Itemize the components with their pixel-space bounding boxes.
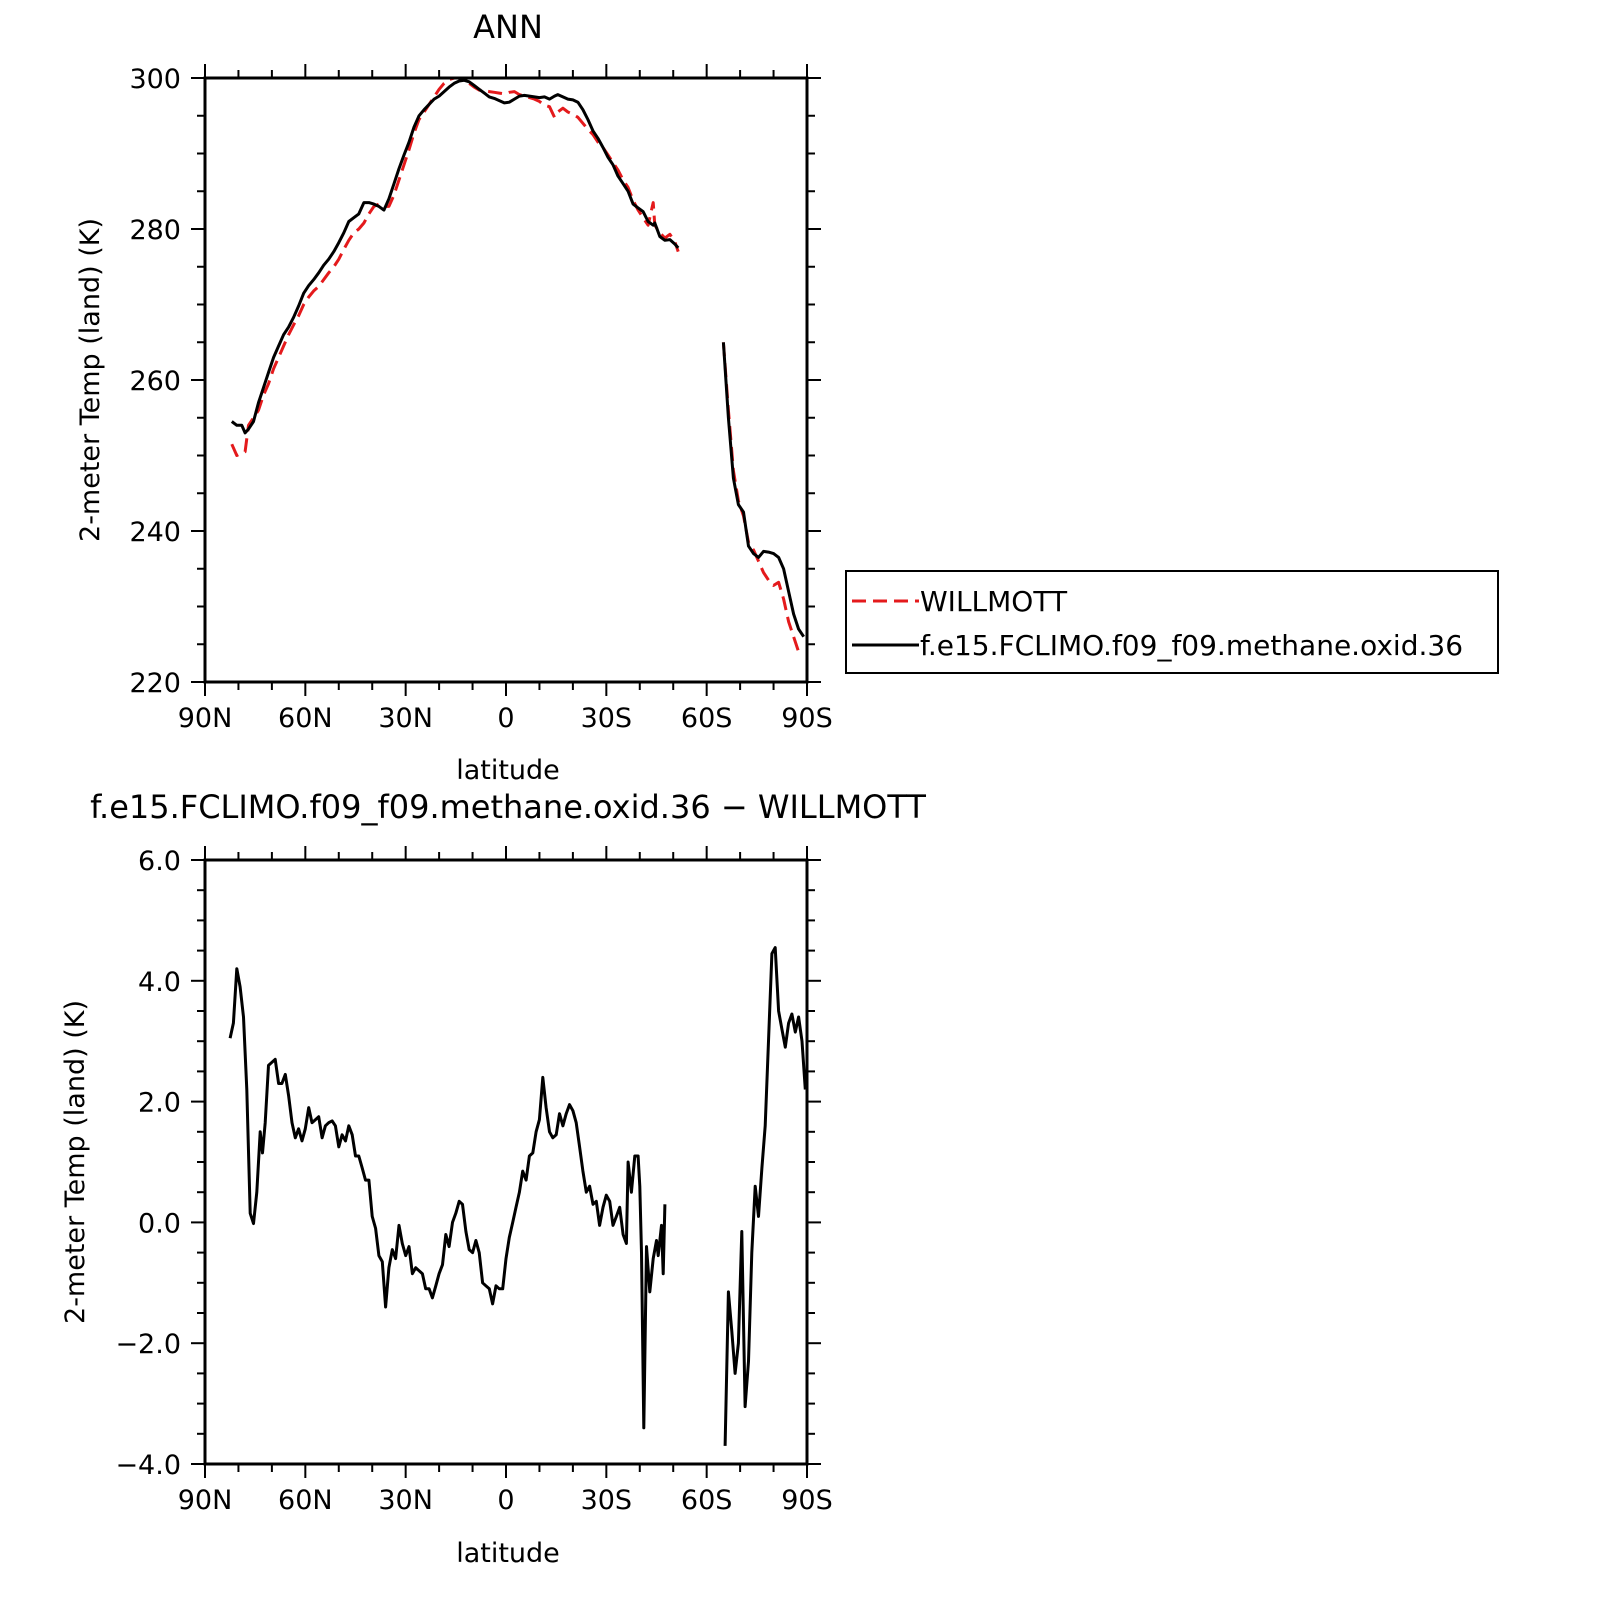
bottom-panel: f.e15.FCLIMO.f09_f09.methane.oxid.36 − W… [60, 788, 926, 1569]
top-y-tick-label: 280 [129, 215, 181, 246]
bottom-y-tick-label: 4.0 [138, 967, 181, 998]
top-x-axis-label: latitude [456, 755, 560, 786]
bottom-x-tick-label: 60N [278, 1485, 333, 1516]
top-x-tick-label: 30S [581, 703, 633, 734]
legend-label-willmott: WILLMOTT [920, 585, 1068, 618]
bottom-series-0-line-segment-0 [228, 967, 667, 1430]
top-plot-frame [203, 76, 809, 684]
top-panel: ANN 90N 60N 30N 0 30S 60S 90S 220240260280300 … [75, 8, 1499, 786]
bottom-series-0-line-segment-1 [723, 946, 807, 1446]
bottom-y-tick-label: 0.0 [138, 1208, 181, 1239]
top-x-tick-label: 30N [378, 703, 433, 734]
top-y-tick-label: 240 [129, 517, 181, 548]
top-x-tick-label: 60S [681, 703, 733, 734]
bottom-y-axis-label: 2-meter Temp (land) (K) [60, 1000, 91, 1324]
bottom-x-tick-label: 90S [781, 1485, 833, 1516]
top-y-tick-label: 300 [129, 64, 181, 95]
bottom-x-tick-label: 30S [581, 1485, 633, 1516]
bottom-chart-title: f.e15.FCLIMO.f09_f09.methane.oxid.36 − W… [90, 788, 926, 826]
legend: WILLMOTT f.e15.FCLIMO.f09_f09.methane.ox… [845, 570, 1499, 674]
bottom-x-tick-label: 0 [497, 1485, 514, 1516]
top-y-axis-label: 2-meter Temp (land) (K) [75, 218, 106, 542]
bottom-x-tick-label: 60S [681, 1485, 733, 1516]
top-y-ticks: 220 240 260 280 300 [129, 64, 821, 699]
top-x-tick-label: 60N [278, 703, 333, 734]
top-series-1-line-segment-1 [721, 342, 805, 638]
top-x-ticks: 90N 60N 30N 0 30S 60S 90S [178, 64, 833, 734]
bottom-y-tick-label: 2.0 [138, 1088, 181, 1119]
top-y-tick-label: 220 [129, 668, 181, 699]
bottom-y-tick-label: −2.0 [115, 1329, 181, 1360]
bottom-x-axis-label: latitude [456, 1538, 560, 1569]
bottom-series-lines [228, 946, 807, 1446]
top-chart-title: ANN [473, 8, 543, 46]
top-x-tick-label: 90S [781, 703, 833, 734]
top-series-0-line-segment-0 [230, 76, 680, 457]
top-series-lines [230, 76, 805, 655]
top-x-tick-label: 90N [178, 703, 233, 734]
bottom-x-tick-label: 90N [178, 1485, 233, 1516]
legend-label-model: f.e15.FCLIMO.f09_f09.methane.oxid.36 [920, 629, 1463, 662]
bottom-x-tick-label: 30N [378, 1485, 433, 1516]
bottom-plot-frame [203, 858, 809, 1466]
top-y-tick-label: 260 [129, 366, 181, 397]
top-series-1-line-segment-0 [230, 78, 680, 435]
legend-box [845, 570, 1499, 674]
bottom-y-tick-label: 6.0 [138, 846, 181, 877]
bottom-x-ticks: 90N 60N 30N 0 30S 60S 90S [178, 846, 833, 1516]
top-x-tick-label: 0 [497, 703, 514, 734]
bottom-y-ticks: −4.0 −2.0 0.0 2.0 4.0 6.0 [115, 846, 821, 1481]
bottom-y-tick-label: −4.0 [115, 1450, 181, 1481]
